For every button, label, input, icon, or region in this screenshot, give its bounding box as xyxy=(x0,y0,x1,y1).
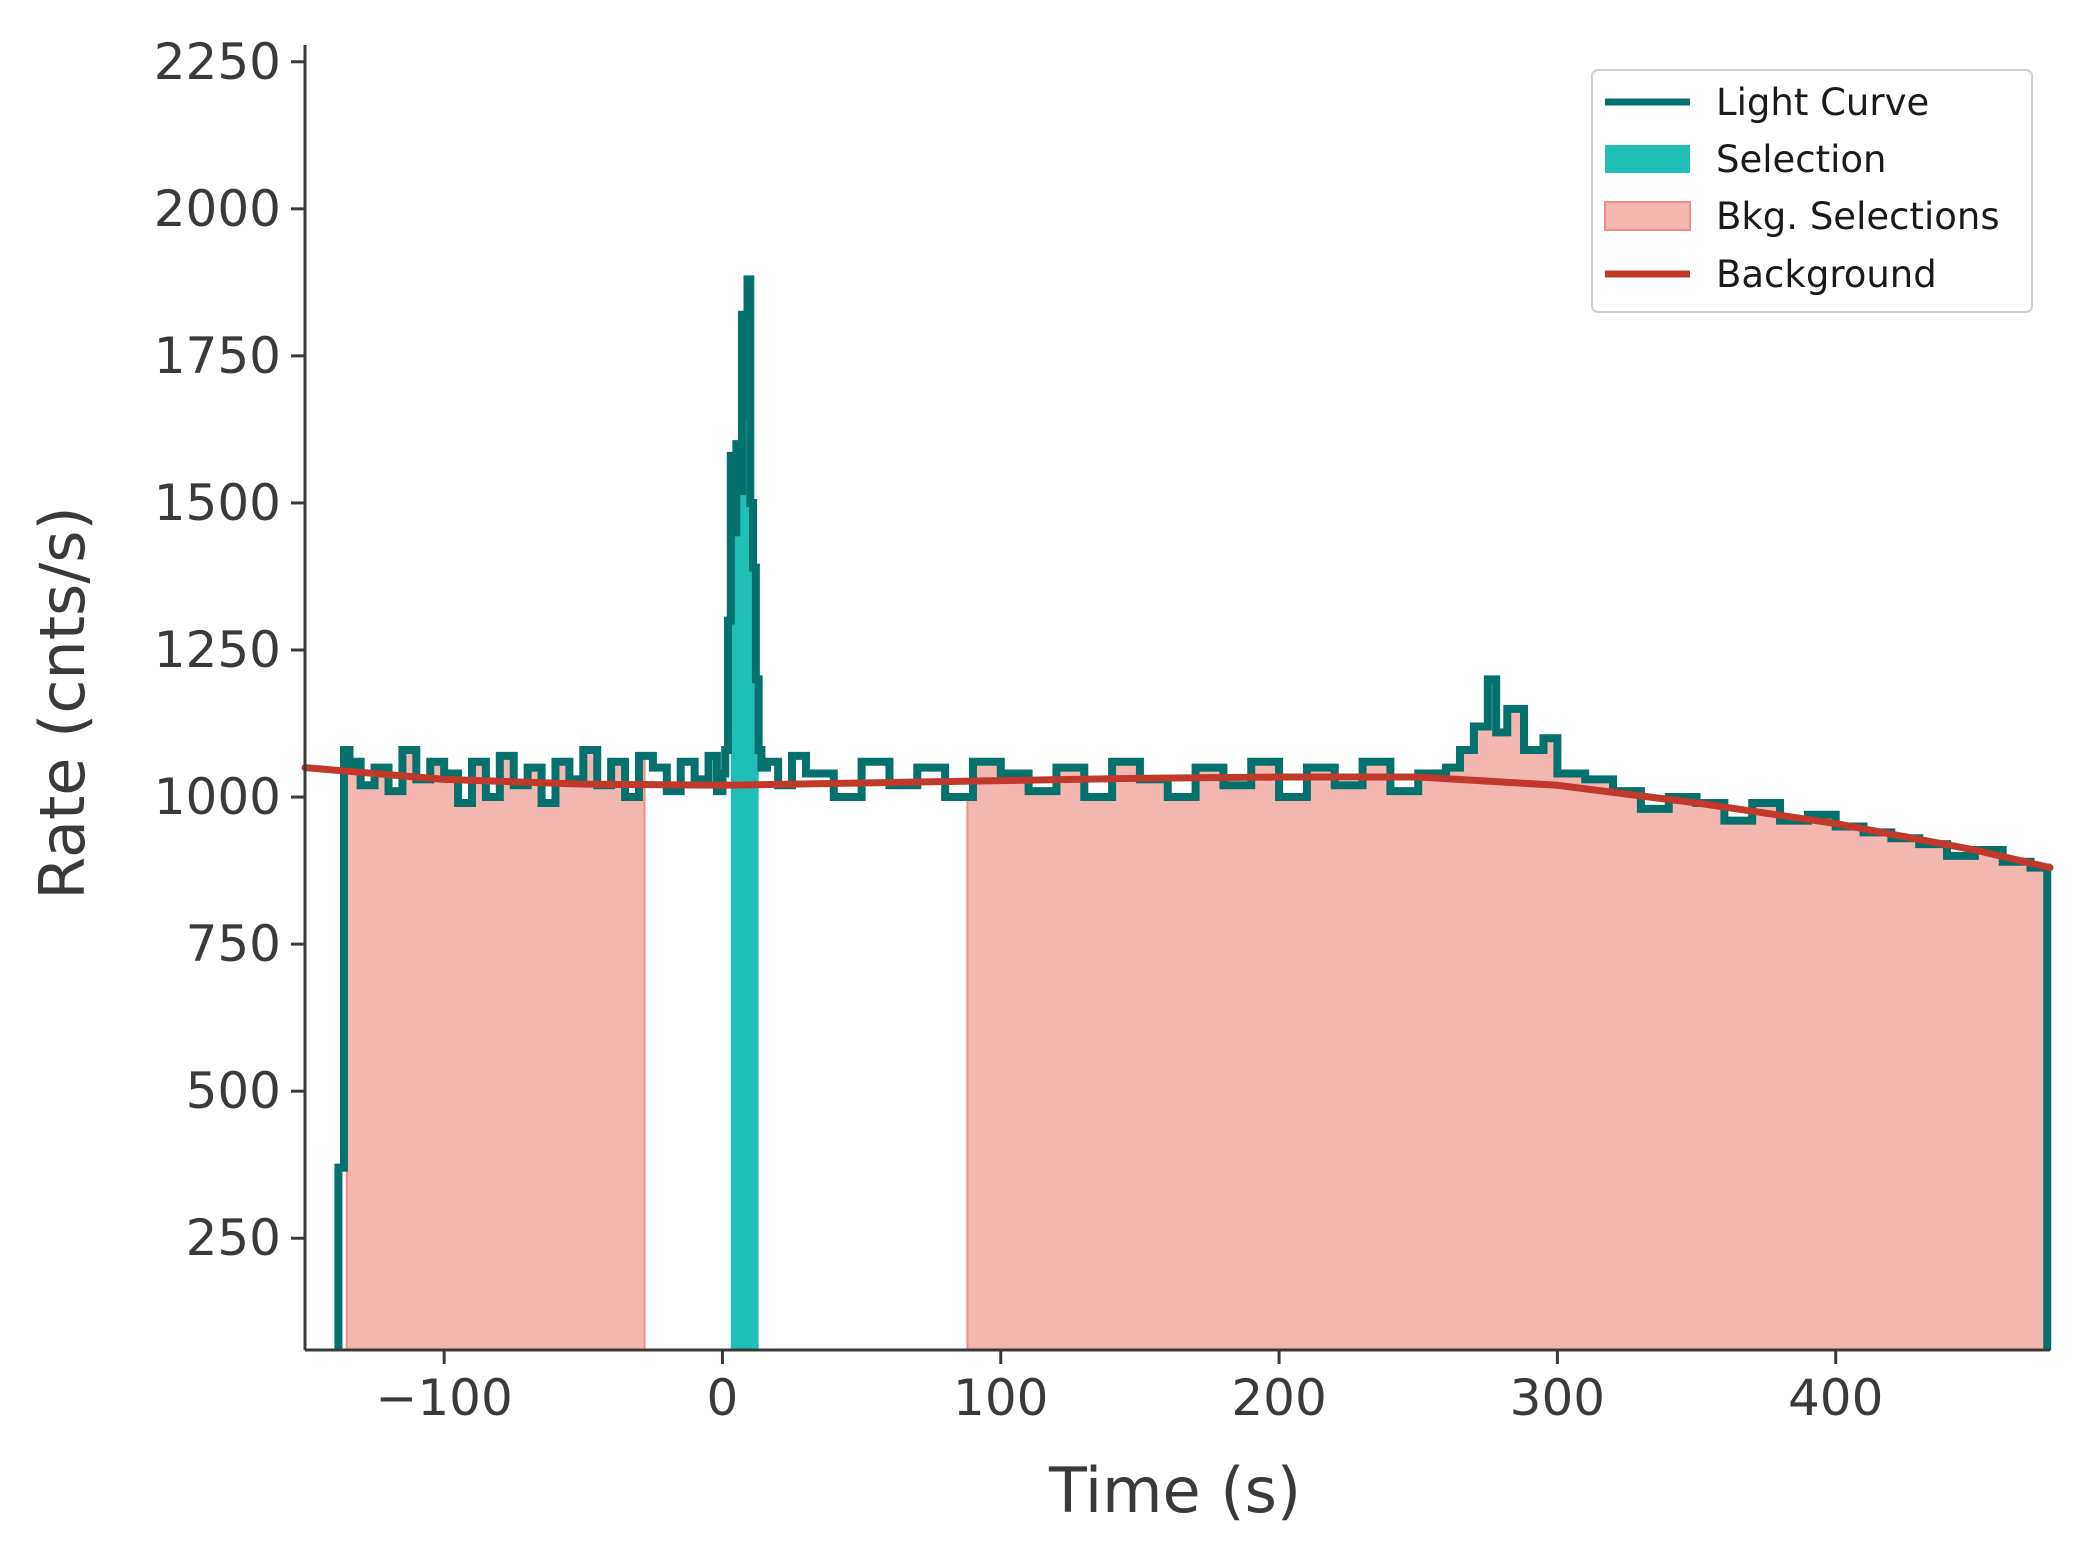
y-tick-label: 1000 xyxy=(154,768,281,826)
x-tick-label: 0 xyxy=(707,1369,739,1427)
y-tick-label: 750 xyxy=(186,915,281,973)
y-tick-label: 2000 xyxy=(154,180,281,238)
legend-label: Selection xyxy=(1716,138,1887,181)
y-tick-label: 500 xyxy=(186,1062,281,1120)
x-tick-label: −100 xyxy=(375,1369,512,1427)
legend-frame xyxy=(1591,69,2033,313)
legend: Light Curve Selection Bkg. Selections Backg… xyxy=(1591,69,2033,313)
axes: −100 0 100 200 300 400 250 500 750 1000 1250 1500 17… xyxy=(154,33,2050,1427)
background-layer xyxy=(301,764,2054,872)
y-tick-label: 250 xyxy=(186,1209,281,1267)
y-tick-label: 1250 xyxy=(154,621,281,679)
x-axis-title: Time (s) xyxy=(1048,1454,1301,1527)
y-tick-label: 2250 xyxy=(154,33,281,91)
legend-swatch-patch xyxy=(1605,145,1690,173)
x-tick-label: 100 xyxy=(953,1369,1048,1427)
legend-label: Bkg. Selections xyxy=(1716,195,2000,238)
x-tick-label: 400 xyxy=(1788,1369,1883,1427)
bkg-selection-region-1 xyxy=(345,749,646,1351)
legend-swatch-patch xyxy=(1604,201,1691,231)
background-series xyxy=(301,764,2054,872)
y-axis-title: Rate (cnts/s) xyxy=(26,506,99,899)
x-tick-label: 300 xyxy=(1510,1369,1605,1427)
legend-label: Light Curve xyxy=(1716,81,1929,124)
x-tick-label: 200 xyxy=(1231,1369,1326,1427)
y-tick-label: 1750 xyxy=(154,327,281,385)
legend-label: Background xyxy=(1716,253,1937,296)
y-tick-label: 1500 xyxy=(154,474,281,532)
